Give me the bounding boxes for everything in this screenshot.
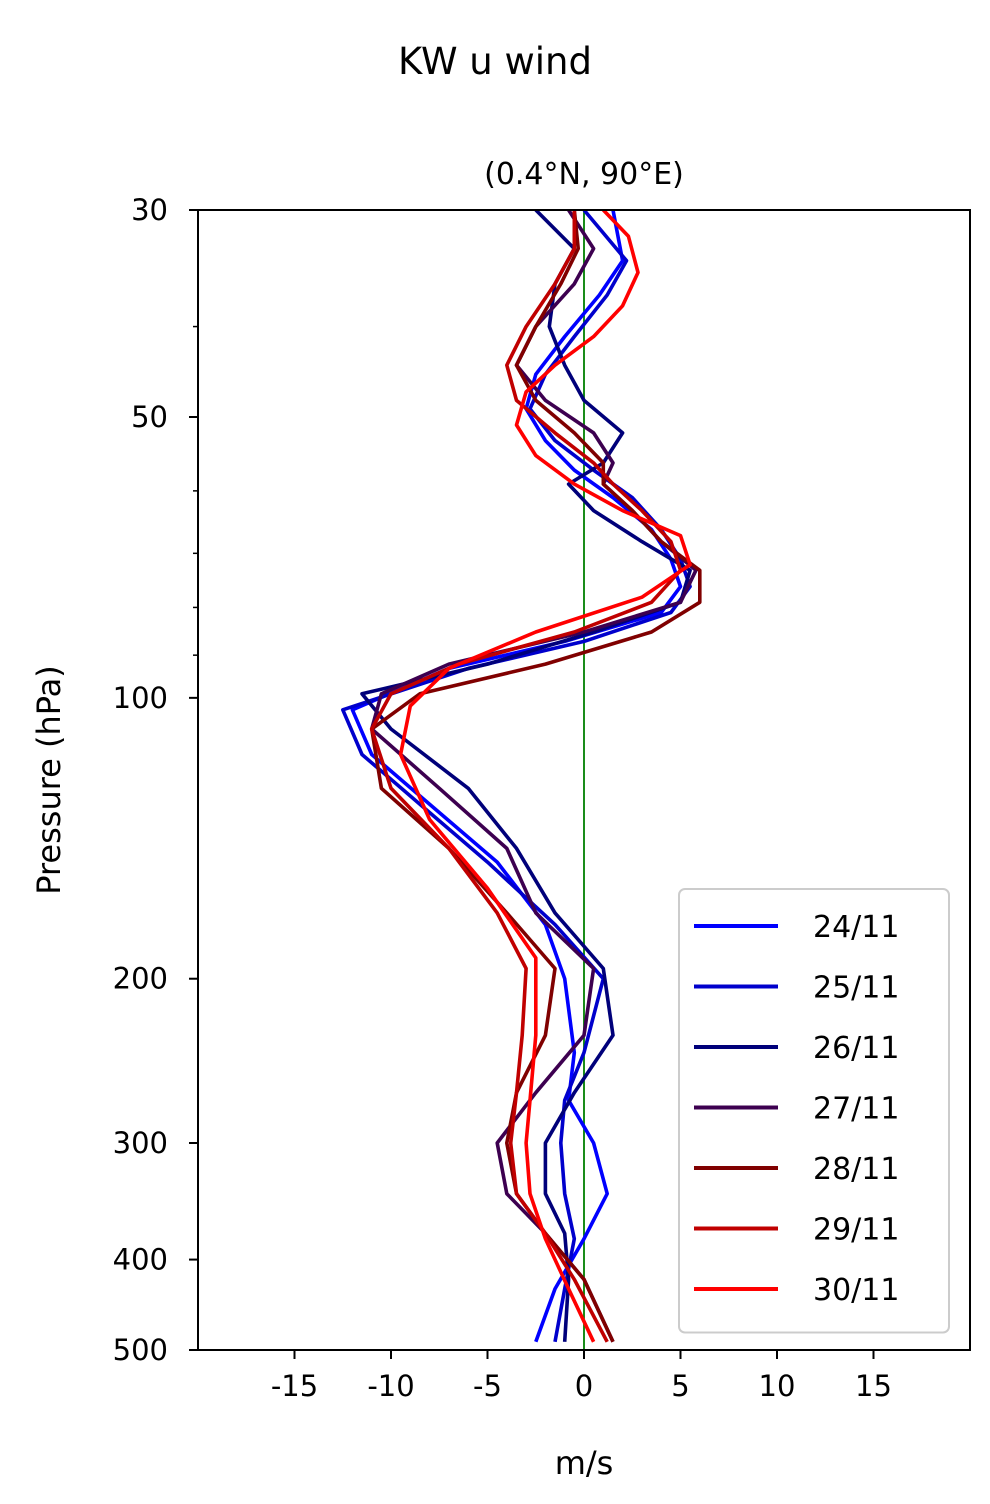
y-axis-label: Pressure (hPa) (30, 665, 68, 895)
axes: -15 -10 -5 0 5 10 15 30 50 100 200 300 400 500 (113, 193, 971, 1403)
y-tick-label: 30 (131, 193, 168, 227)
series-line-0 (350, 210, 683, 1343)
x-axis-label: m/s (555, 1444, 614, 1482)
series-line-4 (369, 210, 702, 1343)
legend-label-6: 30/11 (813, 1273, 899, 1308)
x-tick-label: -10 (367, 1369, 414, 1403)
y-tick-label: 100 (113, 681, 168, 715)
x-tick-label: 5 (671, 1369, 689, 1403)
x-tick-label: -15 (271, 1369, 318, 1403)
chart-title: KW u wind (398, 40, 592, 83)
legend-label-3: 27/11 (813, 1092, 899, 1127)
legend-label-5: 29/11 (813, 1213, 899, 1248)
y-tick-label: 500 (113, 1333, 168, 1367)
y-tick-label: 300 (113, 1126, 168, 1160)
legend-label-2: 26/11 (813, 1031, 899, 1066)
x-tick-label: -5 (473, 1369, 502, 1403)
series-line-5 (369, 210, 683, 1343)
y-tick-label: 50 (131, 400, 168, 434)
legend-label-0: 24/11 (813, 910, 899, 945)
legend-label-4: 28/11 (813, 1152, 899, 1187)
legend-label-1: 25/11 (813, 971, 899, 1006)
legend-box (678, 888, 950, 1334)
chart-subtitle: (0.4°N, 90°E) (484, 157, 684, 192)
plot-area (340, 210, 702, 1350)
series-line-6 (398, 210, 692, 1343)
y-tick-label: 200 (113, 962, 168, 996)
y-tick-label: 400 (113, 1243, 168, 1277)
series-line-2 (360, 210, 692, 1342)
x-tick-label: 10 (759, 1369, 796, 1403)
legend: 24/11 25/11 26/11 27/11 28/11 29/11 30/11 (678, 888, 950, 1334)
x-tick-label: 0 (575, 1369, 593, 1403)
x-tick-label: 15 (855, 1369, 892, 1403)
